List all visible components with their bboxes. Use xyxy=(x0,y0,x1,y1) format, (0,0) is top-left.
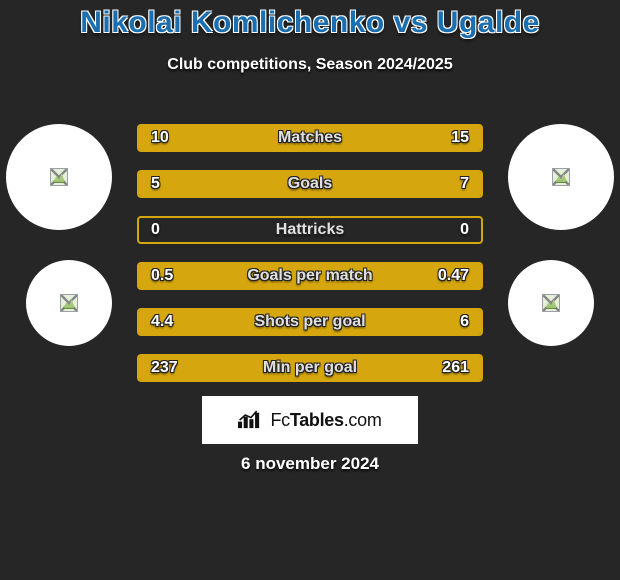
stat-value-right: 15 xyxy=(451,129,469,147)
bar-chart-icon xyxy=(238,410,264,430)
stat-value-right: 7 xyxy=(460,175,469,193)
stat-value-left: 10 xyxy=(151,129,169,147)
badge-tables: Tables xyxy=(290,410,344,430)
stat-label: Goals per match xyxy=(247,267,372,285)
stat-row: 5 7 Goals xyxy=(137,170,483,198)
source-badge-text: FcTables.com xyxy=(270,410,381,431)
stat-fill-left xyxy=(139,172,283,196)
stat-label: Matches xyxy=(278,129,342,147)
stat-row: 4.4 6 Shots per goal xyxy=(137,308,483,336)
stat-label: Min per goal xyxy=(263,359,357,377)
source-badge: FcTables.com xyxy=(202,396,418,444)
snapshot-date: 6 november 2024 xyxy=(0,454,620,474)
stat-label: Hattricks xyxy=(276,221,344,239)
stat-value-left: 0.5 xyxy=(151,267,173,285)
stat-value-right: 261 xyxy=(442,359,469,377)
broken-image-icon xyxy=(542,294,560,312)
stat-row: 10 15 Matches xyxy=(137,124,483,152)
stat-value-left: 237 xyxy=(151,359,178,377)
player2-club-avatar xyxy=(508,124,614,230)
stat-label: Shots per goal xyxy=(254,313,365,331)
broken-image-icon xyxy=(50,168,68,186)
stat-value-right: 6 xyxy=(460,313,469,331)
broken-image-icon xyxy=(552,168,570,186)
player1-club-avatar xyxy=(6,124,112,230)
badge-fc: Fc xyxy=(270,410,289,430)
stat-value-left: 5 xyxy=(151,175,160,193)
player2-avatar xyxy=(508,260,594,346)
stat-value-right: 0.47 xyxy=(438,267,469,285)
stat-row: 0.5 0.47 Goals per match xyxy=(137,262,483,290)
page-title: Nikolai Komlichenko vs Ugalde xyxy=(0,0,620,40)
stat-row: 237 261 Min per goal xyxy=(137,354,483,382)
broken-image-icon xyxy=(60,294,78,312)
stat-value-right: 0 xyxy=(460,221,469,239)
page-subtitle: Club competitions, Season 2024/2025 xyxy=(0,56,620,74)
badge-com: .com xyxy=(344,410,382,430)
player1-avatar xyxy=(26,260,112,346)
stat-row: 0 0 Hattricks xyxy=(137,216,483,244)
stat-value-left: 0 xyxy=(151,221,160,239)
stat-label: Goals xyxy=(288,175,332,193)
stats-container: 10 15 Matches 5 7 Goals 0 0 Hattricks 0.5 0.47 Goal… xyxy=(137,124,483,382)
stat-value-left: 4.4 xyxy=(151,313,173,331)
